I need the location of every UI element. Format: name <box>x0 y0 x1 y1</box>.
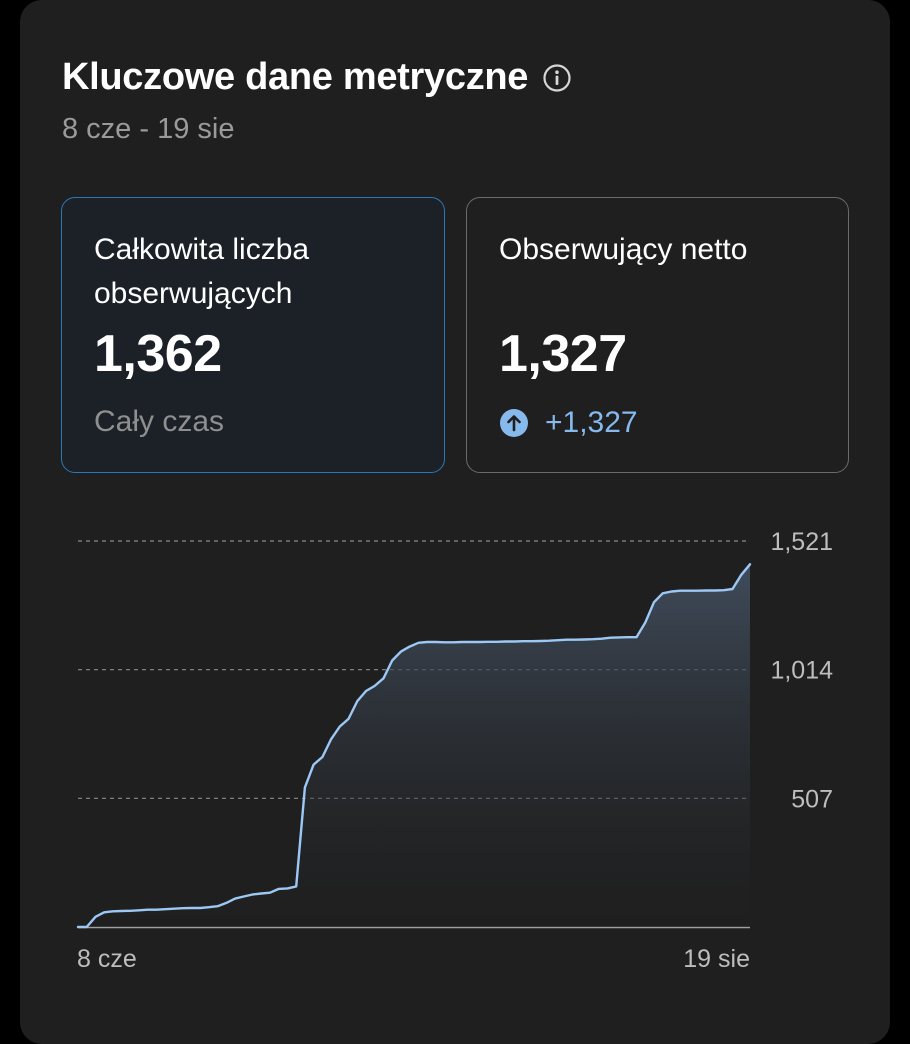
y-tick-label: 507 <box>791 785 833 813</box>
series-line <box>76 563 752 929</box>
x-tick-label: 8 cze <box>77 945 137 973</box>
metric-delta: +1,327 <box>499 406 638 440</box>
metric-value: 1,362 <box>94 325 222 383</box>
x-tick-label: 19 sie <box>683 945 750 973</box>
metric-total-followers[interactable]: Całkowita liczba obserwujących 1,362 Cał… <box>61 197 445 473</box>
y-tick-label: 1,521 <box>770 528 833 556</box>
card-title: Kluczowe dane metryczne <box>62 56 529 98</box>
date-range: 8 cze - 19 sie <box>62 113 235 145</box>
series-area-fill <box>78 564 750 927</box>
metric-value: 1,327 <box>499 325 627 383</box>
metric-period: Cały czas <box>94 405 225 438</box>
arrow-up-icon <box>499 408 529 438</box>
metric-label: Obserwujący netto <box>499 233 748 266</box>
metric-label: Całkowita liczba obserwujących <box>94 233 310 310</box>
delta-value: +1,327 <box>545 406 638 439</box>
y-tick-label: 1,014 <box>770 657 833 685</box>
info-icon[interactable] <box>542 63 572 93</box>
title-row: Kluczowe dane metryczne <box>62 56 572 99</box>
metric-net-followers[interactable]: Obserwujący netto 1,327 +1,327 <box>466 197 849 473</box>
